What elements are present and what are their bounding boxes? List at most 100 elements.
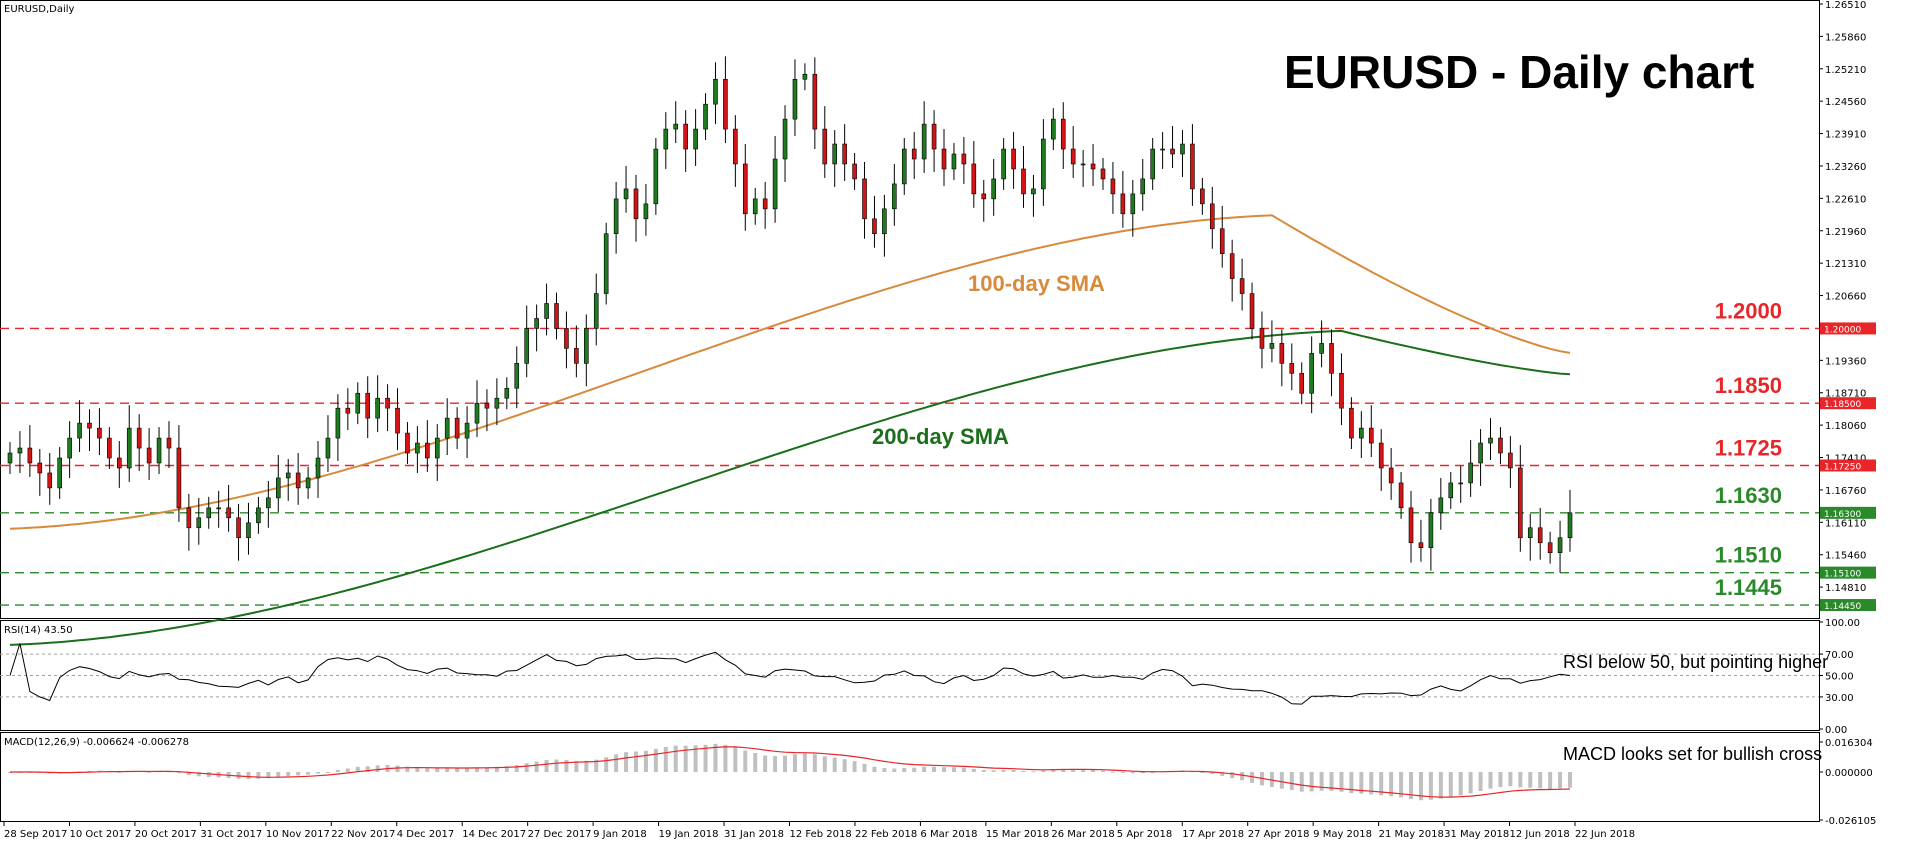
bull-candle xyxy=(603,233,609,294)
macd-bar xyxy=(465,768,470,772)
macd-bar xyxy=(1100,770,1105,772)
macd-bar xyxy=(1230,771,1235,779)
bear-candle xyxy=(971,163,977,195)
bull-candle xyxy=(444,417,450,439)
macd-bar xyxy=(932,766,937,772)
date-tick-label: 21 May 2018 xyxy=(1379,829,1444,840)
bear-candle xyxy=(1110,178,1116,195)
price-tick-label: 1.26510 xyxy=(1825,0,1866,11)
bear-candle xyxy=(1508,452,1513,469)
bull-candle xyxy=(355,392,361,414)
macd-bar xyxy=(773,756,778,772)
bear-candle xyxy=(1537,527,1543,544)
bull-candle xyxy=(802,73,808,80)
bear-candle xyxy=(1239,278,1245,294)
bull-candle xyxy=(246,522,251,539)
bull-candle xyxy=(951,153,957,170)
bear-candle xyxy=(1209,203,1215,230)
price-tick-label: 1.23910 xyxy=(1825,130,1866,141)
bear-candle xyxy=(1070,148,1076,165)
bull-candle xyxy=(126,427,132,469)
level-label: 1.1850 xyxy=(1715,373,1782,398)
macd-bar xyxy=(872,766,877,772)
macd-bar xyxy=(1389,771,1394,797)
macd-bar xyxy=(425,768,430,772)
bull-candle xyxy=(653,148,659,205)
panel-frames xyxy=(0,0,1820,822)
macd-bar xyxy=(783,755,788,772)
macd-bar xyxy=(862,763,867,772)
bull-candle xyxy=(1448,482,1454,499)
macd-label: MACD(12,26,9) -0.006624 -0.006278 xyxy=(4,737,189,748)
sma200-line xyxy=(9,329,1571,646)
macd-bar xyxy=(693,745,698,772)
macd-bar xyxy=(1399,771,1404,798)
macd-bar xyxy=(1279,771,1284,789)
macd-bar xyxy=(643,750,648,772)
bear-candle xyxy=(733,128,738,165)
bear-candle xyxy=(862,178,867,220)
bull-candle xyxy=(335,407,341,439)
macd-bar xyxy=(455,768,460,772)
macd-bar xyxy=(633,751,638,772)
macd-bar xyxy=(87,770,92,772)
macd-bar xyxy=(792,754,797,772)
macd-bar xyxy=(1428,771,1433,800)
level-label: 1.2000 xyxy=(1715,298,1782,323)
bear-candle xyxy=(385,397,390,409)
rsi-line xyxy=(9,643,1571,705)
date-tick-label: 28 Sep 2017 xyxy=(4,829,67,840)
macd-bar xyxy=(703,744,708,772)
bear-candle xyxy=(1329,343,1334,374)
bull-candle xyxy=(156,437,162,464)
sma100-label: 100-day SMA xyxy=(968,271,1105,296)
bull-candle xyxy=(285,472,291,479)
rsi-tick-label: 0.00 xyxy=(1825,725,1847,736)
macd-panel-frame xyxy=(0,732,1820,822)
macd-bar xyxy=(1339,771,1344,792)
rsi-note: RSI below 50, but pointing higher xyxy=(1563,652,1828,672)
bear-candle xyxy=(37,462,43,474)
macd-bar xyxy=(256,771,261,779)
macd-bar xyxy=(1518,771,1523,788)
bear-candle xyxy=(911,148,917,160)
price-tick-label: 1.15460 xyxy=(1825,551,1866,562)
bear-candle xyxy=(1170,148,1175,155)
macd-bar xyxy=(1309,771,1314,792)
bear-candle xyxy=(1418,542,1424,549)
bear-candle xyxy=(842,143,847,165)
bear-candle xyxy=(1090,163,1096,170)
bear-candle xyxy=(166,437,172,449)
bull-candle xyxy=(514,363,520,389)
macd-bar xyxy=(922,766,927,772)
date-tick-label: 6 Mar 2018 xyxy=(920,829,977,840)
bull-candle xyxy=(504,387,510,399)
bull-candle xyxy=(534,318,539,329)
bear-candle xyxy=(742,163,748,215)
bear-candle xyxy=(1498,437,1503,454)
bull-candle xyxy=(892,183,897,210)
level-label: 1.1630 xyxy=(1715,483,1782,508)
macd-bar xyxy=(1528,771,1533,788)
macd-bar xyxy=(663,746,668,772)
main-panel-frame xyxy=(0,0,1820,619)
price-tick-label: 1.25210 xyxy=(1825,65,1866,76)
bull-candle xyxy=(1319,343,1324,354)
macd-bar xyxy=(961,767,966,772)
macd-bar xyxy=(1061,768,1066,772)
date-tick-label: 5 Apr 2018 xyxy=(1117,829,1172,840)
bear-candle xyxy=(1349,407,1354,439)
macd-bar xyxy=(1299,771,1304,792)
macd-bar xyxy=(574,760,579,772)
bear-candle xyxy=(1219,228,1225,254)
bear-candle xyxy=(116,457,122,469)
bear-candle xyxy=(87,422,92,429)
bull-candle xyxy=(1001,148,1006,180)
bear-candle xyxy=(395,407,400,434)
macd-bar xyxy=(1120,771,1125,773)
macd-bar xyxy=(196,771,201,777)
bull-candle xyxy=(1041,138,1046,190)
bull-candle xyxy=(1031,188,1036,195)
date-tick-label: 27 Apr 2018 xyxy=(1248,829,1310,840)
macd-bar xyxy=(1498,771,1503,788)
